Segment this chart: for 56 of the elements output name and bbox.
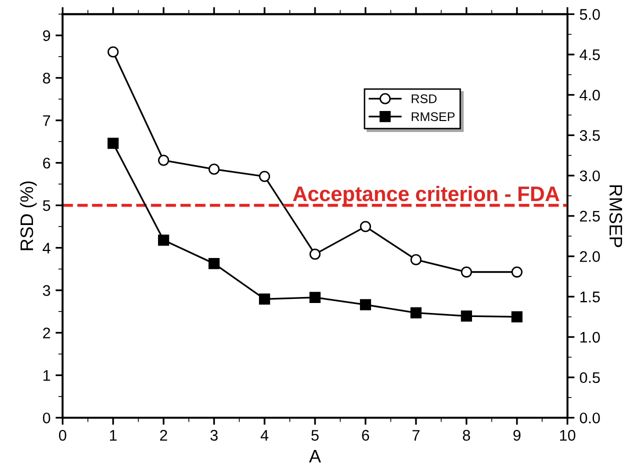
y-tick-label: 5: [42, 200, 50, 212]
point: [460, 310, 472, 322]
y-tick-label: 0: [42, 412, 50, 424]
y-axis-title: RSD (%): [20, 181, 37, 250]
y2-tick-label: 2.5: [580, 210, 600, 222]
point: [108, 138, 119, 149]
point: [258, 170, 270, 182]
x-tick-label: 4: [260, 430, 268, 441]
legend-label: RSD: [412, 94, 437, 104]
y-tick-label: 6: [43, 158, 50, 169]
x-tick-label: 5: [311, 430, 319, 441]
y2-tick-label: 0.0: [580, 412, 600, 424]
y2-tick-label: 4.0: [580, 90, 600, 101]
y-tick-label: 8: [42, 72, 50, 84]
y2-tick-label: 3.5: [580, 130, 600, 141]
point: [511, 311, 523, 322]
point: [208, 258, 220, 270]
x-tick-label: 7: [412, 430, 420, 441]
point: [208, 164, 220, 175]
x-tick-label: 0: [58, 430, 66, 441]
y-tick-label: 7: [43, 115, 50, 126]
y2-tick-label: 4.5: [580, 50, 600, 60]
y2-tick-label: 3.0: [580, 170, 600, 182]
point: [158, 154, 170, 166]
ref-line-label: Acceptance criterion - FDA: [292, 186, 560, 206]
point: [309, 248, 321, 260]
y-tick-label: 9: [43, 30, 50, 42]
x-tick-label: 9: [513, 430, 520, 441]
x-tick-label: 3: [210, 430, 218, 441]
x-tick-label: 6: [362, 430, 370, 441]
x-tick-label: 1: [110, 430, 117, 441]
point: [410, 307, 422, 318]
y-tick-label: 4: [42, 242, 50, 254]
y2-tick-label: 5.0: [580, 9, 600, 20]
point: [511, 266, 523, 278]
point: [258, 294, 270, 305]
y2-tick-label: 0.5: [580, 372, 600, 384]
x-axis-title: A: [309, 450, 322, 462]
point: [360, 299, 372, 310]
point: [309, 292, 321, 304]
x-tick-label: 8: [462, 430, 470, 441]
point: [410, 254, 422, 266]
x-tick-label: 10: [560, 430, 576, 441]
y2-tick-label: 1.5: [580, 292, 600, 302]
point: [360, 221, 372, 232]
y2-axis-title: RMSEP: [609, 185, 622, 248]
y2-tick-label: 2.0: [580, 251, 600, 262]
y-tick-label: 2: [43, 328, 50, 338]
legend-label: RMSEP: [412, 112, 455, 122]
y-tick-label: 1: [43, 370, 50, 381]
y2-tick-label: 1.0: [580, 332, 600, 343]
point: [460, 266, 472, 278]
y-tick-label: 3: [42, 285, 50, 296]
point: [158, 234, 170, 246]
point: [108, 46, 119, 58]
x-tick-label: 2: [160, 430, 168, 441]
